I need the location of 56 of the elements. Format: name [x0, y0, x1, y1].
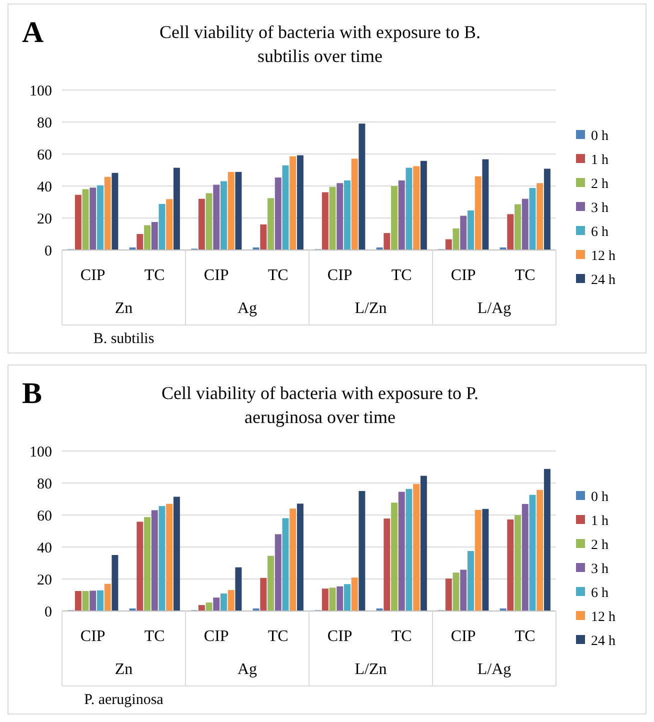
x-axis-title: B. subtilis	[93, 331, 154, 347]
y-tick-label: 100	[30, 83, 52, 100]
legend-label: 1 h	[591, 514, 608, 529]
text: L/Zn	[354, 300, 387, 317]
x-tick-label: CIP	[80, 267, 106, 284]
y-tick-label: 80	[37, 476, 52, 492]
text: L/Ag	[477, 661, 512, 678]
legend-label: 12 h	[591, 610, 616, 625]
legend-label: 0 h	[591, 128, 608, 144]
text: L/Zn	[354, 661, 387, 678]
legend-label: 6 h	[591, 224, 608, 240]
legend-label: 24 h	[591, 634, 616, 649]
text: Ag	[237, 300, 258, 317]
x-tick-label: TC	[144, 628, 165, 645]
x-tick-label: CIP	[450, 628, 476, 645]
x-tick-label: CIP	[327, 267, 352, 284]
legend-label: 6 h	[591, 586, 608, 601]
legend-label: 3 h	[591, 200, 608, 216]
y-tick-label: 80	[37, 115, 52, 132]
x-tick-label: TC	[268, 628, 288, 645]
text: Zn	[114, 661, 133, 678]
y-tick-label: 0	[44, 243, 52, 260]
y-tick-label: 60	[37, 508, 52, 524]
x-tick-label: TC	[514, 628, 536, 645]
y-tick-label: 0	[44, 604, 52, 620]
x-tick-label: CIP	[80, 628, 106, 645]
legend-label: 2 h	[591, 538, 608, 553]
text: A	[22, 16, 44, 49]
legend-label: 1 h	[591, 152, 608, 168]
x-tick-label: CIP	[204, 628, 229, 645]
y-tick-label: 100	[30, 444, 52, 460]
x-tick-label: TC	[268, 267, 288, 284]
text: B	[22, 377, 42, 410]
legend-label: 0 h	[591, 490, 608, 505]
y-tick-label: 20	[37, 572, 52, 588]
legend-label: 2 h	[591, 176, 608, 192]
x-tick-label: TC	[391, 628, 412, 645]
y-tick-label: 20	[37, 211, 52, 228]
y-tick-label: 40	[37, 540, 52, 556]
chart-title: Cell viability of bacteria with exposure to P. aeruginosa over time	[162, 383, 478, 427]
legend-label: 3 h	[591, 562, 608, 577]
x-axis-title: P. aeruginosa	[84, 692, 164, 708]
legend-label: 12 h	[591, 248, 616, 264]
x-tick-label: TC	[391, 267, 412, 284]
chart-title: Cell viability of bacteria with exposure to B. subtilis over time	[160, 22, 480, 66]
text: L/Ag	[477, 300, 512, 317]
x-tick-label: TC	[514, 267, 536, 284]
x-tick-label: CIP	[450, 267, 476, 284]
x-tick-label: CIP	[204, 267, 229, 284]
text: Ag	[237, 661, 258, 678]
y-tick-label: 60	[37, 147, 52, 164]
legend-label: 24 h	[591, 272, 616, 288]
x-tick-label: TC	[144, 267, 165, 284]
text: Zn	[114, 300, 133, 317]
y-tick-label: 40	[37, 179, 52, 196]
x-tick-label: CIP	[327, 628, 352, 645]
